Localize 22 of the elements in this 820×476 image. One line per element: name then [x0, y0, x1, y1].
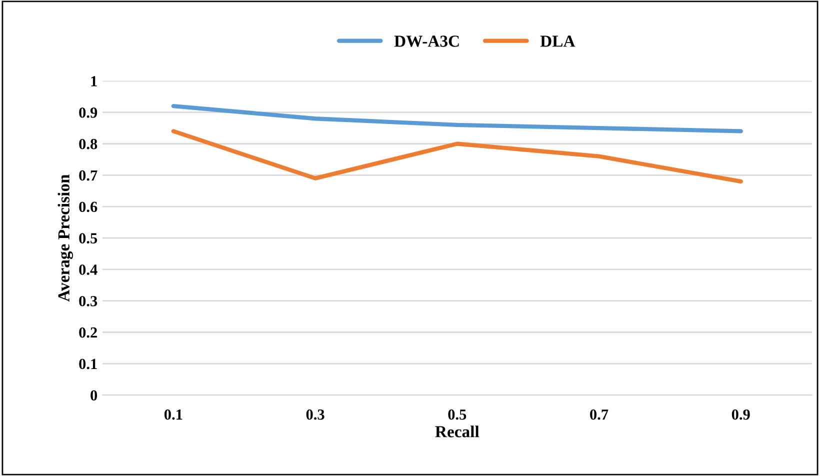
y-tick-label: 0.4 — [79, 264, 98, 275]
y-tick-label: 0.1 — [79, 358, 97, 370]
line-series — [171, 129, 743, 184]
y-tick-label: 1 — [91, 76, 97, 86]
x-axis-title: Recall — [435, 426, 480, 438]
y-tick-label: 0 — [90, 390, 98, 401]
y-tick-label: 0.7 — [79, 170, 98, 181]
x-tick-label: 0.3 — [306, 409, 324, 420]
y-tick-label: 0.6 — [79, 202, 98, 212]
y-tick-label: 0.8 — [79, 138, 98, 150]
x-tick-label: 0.5 — [448, 409, 466, 420]
y-tick-label: 0.9 — [79, 107, 98, 118]
legend-label: DW-A3C — [394, 36, 459, 47]
x-tick-label: 0.7 — [590, 409, 608, 420]
legend-label: DLA — [540, 36, 576, 47]
y-tick-label: 0.3 — [79, 296, 98, 306]
y-tick-label: 0.2 — [79, 327, 97, 338]
x-tick-label: 0.9 — [732, 409, 750, 420]
y-axis-title: Average Precision — [58, 174, 73, 302]
y-tick-label: 0.5 — [79, 233, 98, 244]
x-tick-label: 0.1 — [164, 409, 182, 420]
line-series — [171, 104, 743, 134]
